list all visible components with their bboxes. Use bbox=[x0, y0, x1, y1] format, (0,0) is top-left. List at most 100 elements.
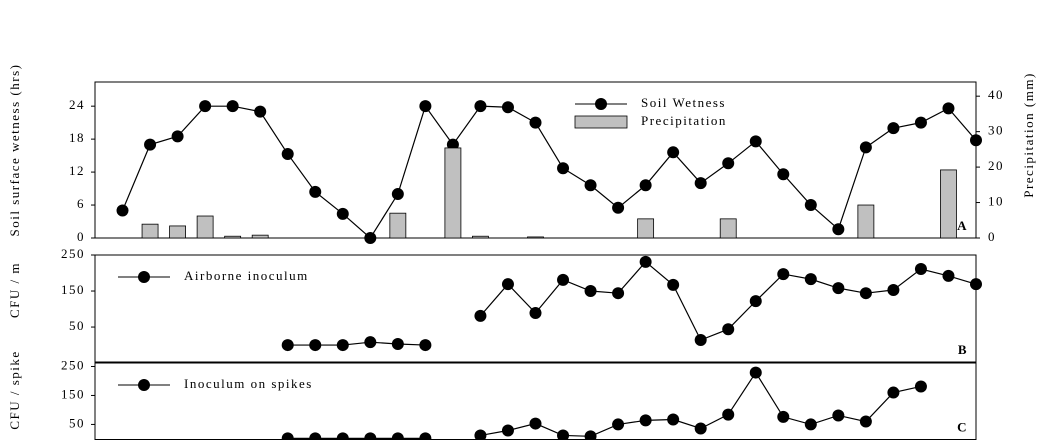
legend-swatch bbox=[138, 271, 150, 283]
marker bbox=[832, 409, 845, 422]
y-tick-label: 150 bbox=[61, 282, 85, 297]
marker bbox=[309, 185, 322, 198]
y2-tick-label: 30 bbox=[988, 123, 1004, 138]
bar bbox=[472, 235, 489, 239]
y-axis-label: CFU / m bbox=[7, 262, 22, 318]
marker bbox=[281, 339, 294, 352]
y-axis-label: Soil surface wetness (hrs) bbox=[7, 64, 22, 237]
marker bbox=[722, 408, 735, 421]
marker bbox=[777, 168, 790, 181]
marker bbox=[749, 366, 762, 379]
marker bbox=[749, 295, 762, 308]
y2-axis-label: Precipitation (mm) bbox=[1021, 72, 1036, 198]
y-axis-label: CFU / spike bbox=[7, 350, 22, 429]
marker bbox=[777, 410, 790, 423]
y2-tick-label: 0 bbox=[988, 229, 996, 244]
legend-label: Precipitation bbox=[641, 113, 727, 128]
marker bbox=[859, 141, 872, 154]
marker bbox=[887, 283, 900, 296]
y2-tick-label: 20 bbox=[988, 158, 1004, 173]
y-tick-label: 24 bbox=[69, 97, 85, 112]
marker bbox=[419, 100, 432, 113]
bar bbox=[527, 236, 544, 239]
marker bbox=[859, 415, 872, 428]
marker bbox=[777, 268, 790, 281]
marker bbox=[804, 199, 817, 212]
marker bbox=[144, 138, 157, 151]
marker bbox=[226, 100, 239, 113]
panel-label: A bbox=[957, 218, 968, 233]
bar bbox=[940, 169, 957, 239]
marker bbox=[281, 432, 294, 440]
marker bbox=[391, 188, 404, 201]
marker bbox=[722, 157, 735, 170]
marker bbox=[859, 287, 872, 300]
marker bbox=[529, 307, 542, 320]
legend-label: Airborne inoculum bbox=[184, 268, 309, 283]
panel-label: B bbox=[958, 342, 968, 357]
marker bbox=[336, 339, 349, 352]
y-tick-label: 250 bbox=[61, 357, 85, 372]
y-tick-label: 18 bbox=[69, 130, 85, 145]
marker bbox=[474, 429, 487, 440]
marker bbox=[970, 134, 982, 147]
y-tick-label: 0 bbox=[77, 229, 85, 244]
marker bbox=[254, 105, 267, 118]
marker bbox=[832, 282, 845, 295]
marker bbox=[364, 232, 377, 244]
marker bbox=[639, 255, 652, 268]
marker bbox=[942, 102, 955, 115]
marker bbox=[667, 278, 680, 291]
legend-swatch bbox=[138, 379, 150, 391]
marker bbox=[391, 337, 404, 350]
y-tick-label: 50 bbox=[69, 318, 85, 333]
marker bbox=[694, 422, 707, 435]
marker bbox=[694, 177, 707, 190]
marker bbox=[419, 432, 432, 440]
marker bbox=[887, 386, 900, 399]
series-line bbox=[287, 261, 977, 346]
marker bbox=[364, 336, 377, 349]
panel-label: C bbox=[957, 419, 968, 434]
bar bbox=[857, 204, 875, 239]
y-tick-label: 250 bbox=[61, 246, 85, 261]
marker bbox=[612, 418, 625, 431]
marker bbox=[970, 278, 982, 291]
marker bbox=[749, 135, 762, 148]
marker bbox=[309, 432, 322, 440]
marker bbox=[364, 432, 377, 440]
marker bbox=[639, 414, 652, 427]
marker bbox=[584, 179, 597, 192]
series-line bbox=[287, 371, 922, 439]
marker bbox=[557, 162, 570, 175]
marker bbox=[639, 179, 652, 192]
marker bbox=[199, 100, 212, 113]
marker bbox=[171, 130, 184, 143]
marker bbox=[914, 116, 927, 129]
marker bbox=[804, 418, 817, 431]
marker bbox=[887, 122, 900, 135]
marker bbox=[474, 309, 487, 322]
y-tick-label: 6 bbox=[77, 196, 85, 211]
marker bbox=[612, 287, 625, 300]
series-line bbox=[121, 104, 977, 239]
marker bbox=[501, 424, 514, 437]
y-tick-label: 150 bbox=[61, 386, 85, 401]
bar bbox=[169, 225, 186, 239]
marker bbox=[529, 417, 542, 430]
marker bbox=[309, 339, 322, 352]
marker bbox=[557, 429, 570, 440]
marker bbox=[914, 263, 927, 276]
legend-label: Soil Wetness bbox=[641, 95, 726, 110]
marker bbox=[584, 430, 597, 440]
marker bbox=[391, 432, 404, 440]
bar bbox=[637, 218, 655, 239]
bar bbox=[444, 147, 462, 239]
marker bbox=[419, 339, 432, 352]
marker bbox=[557, 273, 570, 286]
marker bbox=[336, 207, 349, 220]
y-tick-label: 50 bbox=[69, 415, 85, 430]
y-tick-label: 12 bbox=[69, 163, 85, 178]
bar bbox=[251, 234, 269, 239]
